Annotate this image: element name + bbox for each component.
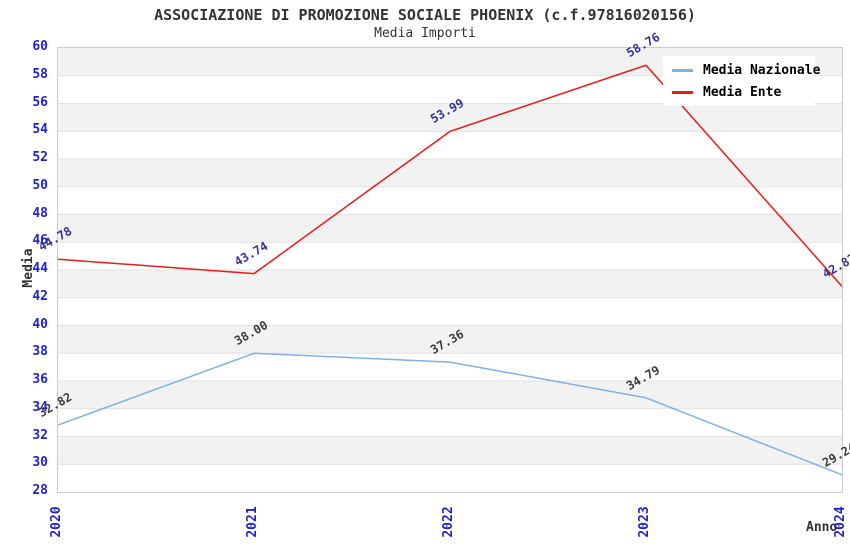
y-tick-label: 50	[32, 177, 48, 193]
x-tick-label: 2021	[245, 506, 260, 538]
legend-entry-label: Media Ente	[703, 84, 782, 100]
y-tick-label: 36	[32, 372, 48, 387]
legend-swatch-icon	[672, 90, 693, 94]
x-tick-label: 2024	[833, 506, 848, 538]
y-tick-label: 58	[32, 66, 48, 82]
y-tick-label: 60	[32, 39, 48, 54]
y-tick-label: 48	[32, 205, 48, 221]
y-tick-label: 54	[32, 122, 48, 138]
chart-title: ASSOCIAZIONE DI PROMOZIONE SOCIALE PHOEN…	[154, 6, 696, 24]
y-tick-label: 46	[32, 233, 48, 249]
y-tick-label: 30	[32, 455, 48, 471]
y-tick-label: 42	[32, 288, 48, 304]
chart-lines	[58, 48, 842, 492]
legend-swatch-icon	[672, 68, 693, 72]
y-tick-label: 40	[32, 316, 48, 332]
y-tick-label: 32	[32, 427, 48, 443]
y-tick-label: 38	[32, 344, 48, 360]
x-tick-label: 2023	[637, 506, 652, 538]
legend-entry-label: Media Nazionale	[703, 62, 821, 78]
plot-area	[57, 47, 843, 493]
y-tick-label: 56	[32, 94, 48, 110]
y-tick-label: 28	[32, 483, 48, 498]
x-axis-label: Anno	[806, 520, 838, 535]
legend-entry: Media Nazionale	[663, 59, 820, 81]
legend-entry: Media Ente	[663, 81, 815, 103]
y-tick-label: 44	[32, 261, 48, 276]
y-tick-label: 34	[32, 399, 48, 415]
y-tick-label: 52	[32, 150, 48, 165]
legend: Media Nazionale Media Ente	[663, 56, 820, 106]
chart-subtitle: Media Importi	[374, 26, 476, 41]
x-tick-label: 2020	[49, 506, 64, 538]
x-tick-label: 2022	[441, 506, 456, 538]
